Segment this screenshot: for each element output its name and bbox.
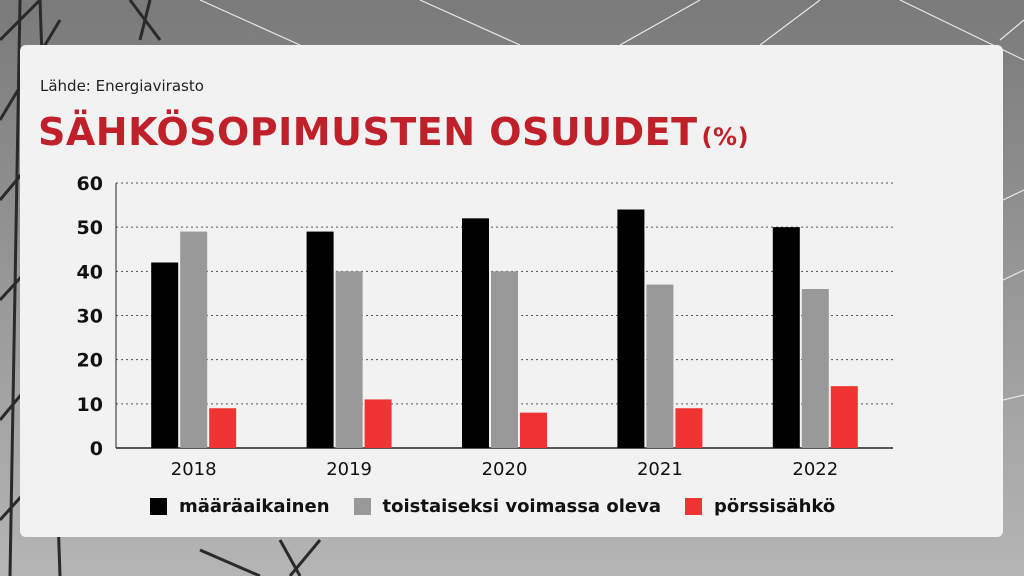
bar-toistaiseksi-voimassa-oleva-2019 [335,271,363,448]
bar-määräaikainen-2020 [462,218,489,448]
source-label: Lähde: Energiavirasto [40,77,204,95]
legend-swatch [150,497,167,515]
legend-item: määräaikainen [150,496,330,517]
x-tick-label: 2020 [482,459,528,480]
y-tick-label: 30 [77,306,103,328]
y-tick-label: 60 [77,173,103,195]
legend-item: toistaiseksi voimassa oleva [353,495,661,517]
bar-toistaiseksi-voimassa-oleva-2020 [491,271,518,448]
bar-toistaiseksi-voimassa-oleva-2022 [801,289,829,448]
bar-pörssisähkö-2022 [830,386,858,448]
bar-määräaikainen-2021 [617,209,645,448]
bar-pörssisähkö-2021 [675,408,703,448]
bar-määräaikainen-2019 [306,231,334,448]
bar-pörssisähkö-2020 [520,412,547,448]
legend-label: pörssisähkö [713,495,836,517]
legend-label: toistaiseksi voimassa oleva [382,495,661,517]
legend-swatch [684,497,702,515]
bar-pörssisähkö-2019 [364,399,392,448]
legend: määräaikainen toistaiseksi voimassa oleva… [150,493,859,519]
bar-pörssisähkö-2018 [209,408,237,448]
chart-title: SÄHKÖSOPIMUSTEN OSUUDET (%) [38,110,749,154]
y-tick-label: 40 [77,261,103,283]
legend-label: määräaikainen [179,495,330,517]
bar-toistaiseksi-voimassa-oleva-2018 [180,231,208,448]
x-tick-label: 2018 [171,459,217,480]
legend-swatch [353,497,371,515]
y-tick-label: 10 [77,394,103,416]
bar-määräaikainen-2022 [772,227,800,448]
legend-item: pörssisähkö [684,495,836,517]
title-unit: (%) [701,123,750,151]
bar-toistaiseksi-voimassa-oleva-2021 [646,284,674,448]
x-tick-label: 2022 [792,459,838,480]
y-tick-label: 20 [77,350,103,372]
title-main: SÄHKÖSOPIMUSTEN OSUUDET [38,110,698,154]
x-tick-label: 2019 [326,459,372,480]
x-tick-label: 2021 [637,459,683,480]
y-tick-label: 50 [77,217,103,239]
bar-määräaikainen-2018 [151,262,179,448]
y-tick-label: 0 [90,438,103,460]
